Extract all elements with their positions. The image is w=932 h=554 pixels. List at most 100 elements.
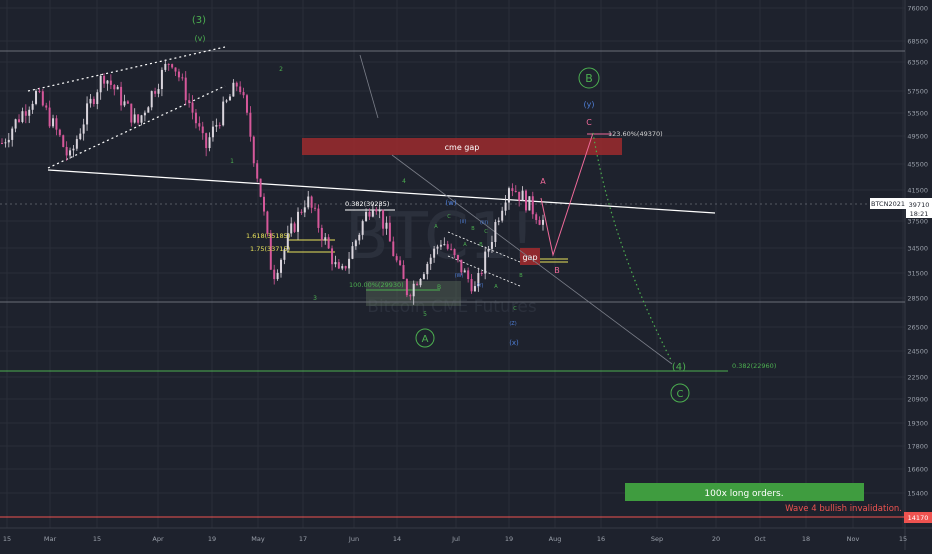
- candle-body: [259, 178, 262, 197]
- candle-body: [351, 246, 354, 259]
- candle-body: [337, 262, 340, 269]
- candle-body: [361, 221, 364, 235]
- candle-body: [126, 101, 129, 104]
- wave-label-3: 3: [313, 295, 317, 302]
- fib-1236-label: 123.60%(49370): [608, 130, 663, 138]
- candle-body: [521, 190, 524, 201]
- candle-body: [106, 80, 109, 84]
- x-tick-label: Aug: [549, 535, 562, 543]
- candle-body: [266, 211, 269, 234]
- x-tick-label: Sep: [651, 535, 663, 543]
- wave-label-1: 1: [230, 158, 234, 165]
- gap-label: gap: [522, 253, 537, 262]
- invalidation-price-value: 14170: [908, 514, 929, 522]
- candle-body: [484, 251, 487, 274]
- sub-wave-b3: B: [519, 273, 523, 279]
- fib-1618-label: 1.618(35185): [246, 232, 290, 240]
- candle-body: [378, 209, 381, 212]
- x-tick-label: 18: [802, 535, 810, 543]
- candle-body: [276, 272, 279, 280]
- cme-gap-label: cme gap: [445, 143, 480, 152]
- y-tick-label: 28500: [907, 295, 928, 303]
- candle-body: [422, 274, 425, 279]
- channel-lower-line[interactable]: [447, 255, 521, 287]
- candle-body: [1, 143, 3, 144]
- y-tick-label: 24500: [907, 348, 928, 356]
- candle-body: [92, 98, 95, 105]
- y-tick-label: 19300: [907, 420, 928, 428]
- price-axis[interactable]: 76000 68500 63500 57500 53500 49500 45500 41500…: [907, 5, 928, 498]
- candle-body: [494, 222, 497, 242]
- y-tick-label: 76000: [907, 5, 928, 13]
- candle-body: [433, 248, 436, 258]
- sub-wave-c3: C: [513, 306, 517, 312]
- candle-body: [140, 115, 143, 123]
- candle-body: [419, 278, 422, 286]
- y-tick-label: 22500: [907, 374, 928, 382]
- time-axis[interactable]: 15 Mar 15 Apr 19 May 17 Jun 14 Jul 19 Aug 16 Sep 20 Oct…: [3, 535, 907, 543]
- trendline-white[interactable]: [47, 169, 716, 214]
- candle-body: [426, 263, 429, 275]
- candle-body: [52, 118, 55, 127]
- x-tick-label: Mar: [44, 535, 57, 543]
- candle-body: [399, 260, 402, 266]
- y-tick-label: 63500: [907, 59, 928, 67]
- y-tick-label: 16600: [907, 466, 928, 474]
- candle-body: [535, 214, 538, 221]
- candle-body: [167, 63, 170, 65]
- candle-body: [38, 90, 41, 92]
- candle-body: [538, 220, 541, 225]
- candle-body: [300, 211, 303, 213]
- fib-100-label: 100.00%(29930): [349, 281, 404, 289]
- candle-body: [467, 270, 470, 280]
- candle-body: [79, 133, 82, 140]
- candle-body: [41, 91, 44, 106]
- fib-175-label: 1.75(33715): [250, 245, 290, 253]
- candle-body: [31, 103, 34, 110]
- wave-label-x: (x): [509, 339, 519, 347]
- wave-label-v: (v): [195, 34, 206, 43]
- candle-body: [137, 114, 140, 123]
- candle-body: [412, 283, 415, 297]
- candle-body: [99, 75, 102, 93]
- long-orders-box[interactable]: [625, 483, 864, 501]
- candle-body: [28, 109, 31, 116]
- channel-upper-line[interactable]: [447, 231, 521, 263]
- current-price-value: 39710: [909, 201, 930, 209]
- projection-path[interactable]: [540, 132, 594, 257]
- candle-body: [334, 262, 337, 265]
- projection-down-path[interactable]: [592, 132, 673, 363]
- candle-body: [453, 249, 456, 256]
- wave-label-a-primary: A: [422, 334, 429, 345]
- candle-body: [228, 96, 231, 101]
- candle-body: [232, 82, 235, 97]
- sub-wave-c: C: [447, 214, 451, 220]
- candle-body: [150, 91, 153, 108]
- fib-0382-label: 0.382(39235): [345, 200, 389, 208]
- candle-body: [395, 256, 398, 261]
- candle-body: [120, 86, 123, 106]
- candle-body: [225, 100, 228, 102]
- candle-body: [235, 82, 238, 87]
- wedge-upper-line[interactable]: [27, 46, 226, 92]
- cme-gap-zone[interactable]: [302, 138, 622, 155]
- current-price-countdown: 18:21: [910, 210, 929, 218]
- candle-body: [58, 129, 61, 136]
- candle-body: [201, 126, 204, 134]
- candle-body: [69, 150, 72, 156]
- x-tick-label: 20: [712, 535, 720, 543]
- candle-body: [511, 188, 514, 191]
- candle-body: [14, 119, 17, 129]
- candle-body: [249, 112, 252, 137]
- candle-body: [365, 212, 368, 222]
- y-tick-label: 34500: [907, 245, 928, 253]
- candle-body: [239, 86, 242, 93]
- candle-body: [392, 241, 395, 257]
- candle-body: [460, 259, 463, 273]
- gap-zone[interactable]: [520, 248, 540, 265]
- candle-body: [55, 118, 58, 130]
- candle-body: [35, 90, 38, 104]
- candle-body: [191, 102, 194, 113]
